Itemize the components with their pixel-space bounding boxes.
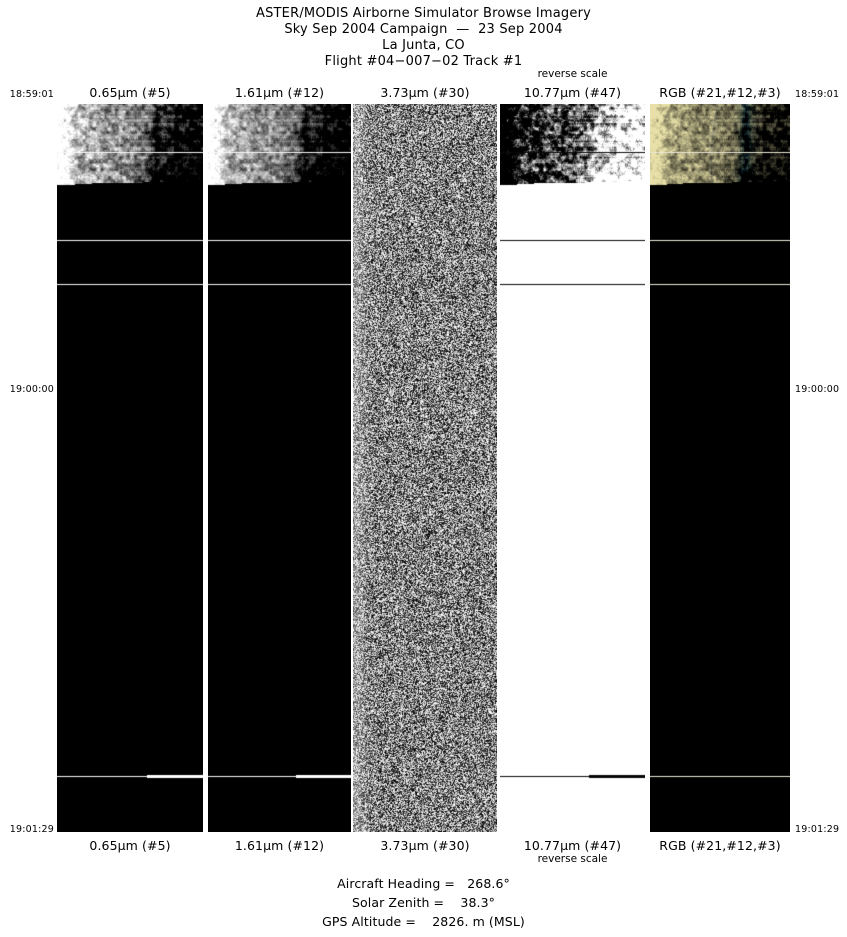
image-panel-band-30[interactable] [353, 104, 497, 832]
time-label-right-start: 18:59:01 [795, 89, 840, 100]
image-panel-band-5[interactable] [57, 104, 203, 832]
image-canvas-band-30 [353, 104, 497, 832]
panel-header-band-5: 0.65μm (#5) [89, 85, 171, 100]
panel-header-band-30: 3.73μm (#30) [380, 85, 470, 100]
time-label-left-start: 18:59:01 [9, 89, 54, 100]
image-panel-band-12[interactable] [208, 104, 351, 832]
gps-altitude-value: GPS Altitude = 2826. m (MSL) [322, 914, 525, 929]
panel-footer-rgb-composite: RGB (#21,#12,#3) [659, 838, 781, 853]
image-canvas-band-47 [500, 104, 645, 832]
panel-subfooter-band-47: reverse scale [537, 853, 608, 865]
panel-header-band-47: 10.77μm (#47) [523, 85, 622, 100]
image-panel-band-47[interactable] [500, 104, 645, 832]
panel-subheader-band-47: reverse scale [537, 68, 608, 80]
panel-footer-band-5: 0.65μm (#5) [89, 838, 171, 853]
time-label-left-end: 19:01:29 [9, 824, 54, 835]
time-label-right-middle: 19:00:00 [795, 384, 840, 395]
title-block: ASTER/MODIS Airborne Simulator Browse Im… [0, 6, 847, 70]
image-canvas-band-5 [57, 104, 203, 832]
panel-footer-band-30: 3.73μm (#30) [380, 838, 470, 853]
time-label-left-middle: 19:00:00 [9, 384, 54, 395]
image-canvas-rgb-composite [650, 104, 790, 832]
image-panel-rgb-composite[interactable] [650, 104, 790, 832]
title-line-4: Flight #04−007−02 Track #1 [324, 54, 523, 69]
footer-stats: Aircraft Heading = 268.6° Solar Zenith =… [0, 874, 847, 931]
time-label-right-end: 19:01:29 [795, 824, 840, 835]
aircraft-heading-value: Aircraft Heading = 268.6° [337, 876, 510, 891]
title-line-3: La Junta, CO [382, 38, 465, 53]
image-canvas-band-12 [208, 104, 351, 832]
panel-header-band-12: 1.61μm (#12) [234, 85, 325, 100]
title-line-2: Sky Sep 2004 Campaign — 23 Sep 2004 [284, 22, 563, 37]
title-line-1: ASTER/MODIS Airborne Simulator Browse Im… [255, 6, 592, 21]
panel-header-rgb-composite: RGB (#21,#12,#3) [659, 85, 781, 100]
solar-zenith-value: Solar Zenith = 38.3° [351, 895, 496, 910]
panel-footer-band-12: 1.61μm (#12) [234, 838, 325, 853]
panel-footer-band-47: 10.77μm (#47) [523, 838, 622, 853]
